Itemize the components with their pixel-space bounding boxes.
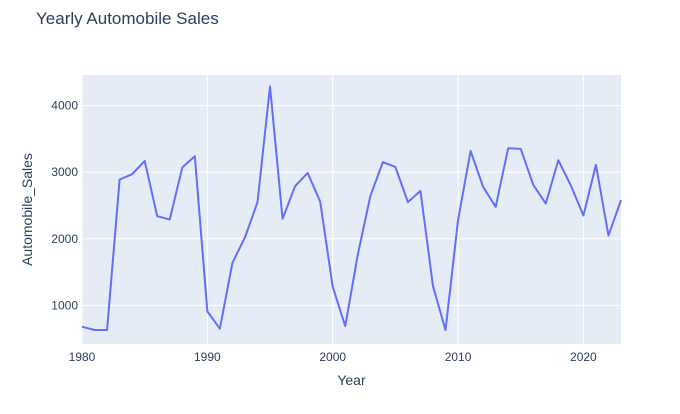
x-tick-label-2010: 2010	[445, 350, 472, 364]
x-tick-label-1990: 1990	[194, 350, 221, 364]
plot-area	[82, 75, 621, 344]
chart-title: Yearly Automobile Sales	[36, 9, 219, 28]
series-layer	[81, 85, 622, 332]
y-tick-label-4000: 4000	[51, 99, 78, 113]
x-tick-label-2020: 2020	[570, 350, 597, 364]
y-tick-label-1000: 1000	[51, 298, 78, 312]
x-tick-label-2000: 2000	[319, 350, 346, 364]
y-axis-title: Automobile_Sales	[19, 153, 35, 266]
series-line-0	[81, 85, 622, 332]
x-tick-label-1980: 1980	[69, 350, 96, 364]
grid-lines	[81, 75, 621, 344]
x-axis-title: Year	[337, 372, 366, 388]
tick-labels: 1980 1990 2000 2010 2020 1000 2000 3000 4000	[51, 99, 597, 364]
y-tick-label-3000: 3000	[51, 165, 78, 179]
y-tick-label-2000: 2000	[51, 232, 78, 246]
